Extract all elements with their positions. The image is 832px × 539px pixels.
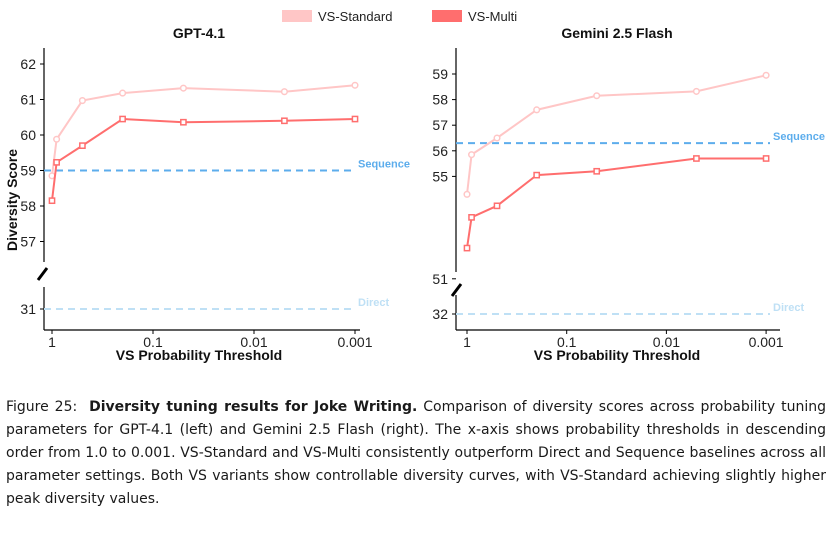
y-tick-label: 51 <box>432 271 448 287</box>
baseline-label-direct: Direct <box>773 302 805 314</box>
x-axis-label: VS Probability Threshold <box>116 347 282 363</box>
x-tick-label: 1 <box>48 334 56 350</box>
data-point-vs-multi <box>281 117 288 125</box>
data-point-vs-standard <box>493 134 501 142</box>
caption-bold: Diversity tuning results for Joke Writin… <box>89 399 418 415</box>
data-point-vs-multi <box>493 202 501 210</box>
y-tick-label: 59 <box>20 163 36 179</box>
data-point-vs-multi <box>593 167 601 175</box>
legend-multi-swatch <box>432 10 462 22</box>
baseline-label-sequence: Sequence <box>358 159 410 171</box>
y-tick-label: 32 <box>432 306 448 322</box>
caption-text: Comparison of diversity scores across pr… <box>6 399 826 507</box>
data-point-vs-standard <box>179 84 187 92</box>
data-point-vs-multi <box>533 171 541 179</box>
x-tick-label: 1 <box>463 334 471 350</box>
data-point-vs-multi <box>119 115 126 123</box>
y-axis-break <box>450 283 463 297</box>
series-line-vs-multi <box>51 118 356 201</box>
x-axis-label: VS Probability Threshold <box>534 347 700 363</box>
figure: VS-Standard VS-Multi GPT-4.1 Diversity S… <box>4 9 825 363</box>
legend-multi-label: VS-Multi <box>468 9 517 24</box>
data-point-vs-multi <box>53 158 60 166</box>
chart-title: GPT-4.1 <box>173 25 225 41</box>
y-tick-label: 31 <box>20 301 36 317</box>
baseline-label-direct: Direct <box>358 297 390 309</box>
y-tick-label: 61 <box>20 92 36 108</box>
y-axis-label: Diversity Score <box>4 149 20 251</box>
data-point-vs-standard <box>78 97 86 105</box>
y-tick-label: 62 <box>20 56 36 72</box>
data-point-vs-standard <box>468 151 476 159</box>
y-tick-label: 59 <box>432 66 448 82</box>
data-point-vs-standard <box>463 190 471 198</box>
chart-title: Gemini 2.5 Flash <box>561 25 672 41</box>
y-tick-label: 55 <box>432 168 448 184</box>
data-point-vs-multi <box>180 118 187 126</box>
x-tick-label: 0.01 <box>653 334 680 350</box>
x-tick-label: 0.001 <box>749 334 784 350</box>
data-point-vs-standard <box>351 81 359 89</box>
legend: VS-Standard VS-Multi <box>282 9 517 24</box>
baseline-label-sequence: Sequence <box>773 131 825 143</box>
data-point-vs-multi <box>693 155 700 162</box>
y-tick-label: 58 <box>20 198 36 214</box>
chart-gemini-flash: Gemini 2.5 Flash VS Probability Threshol… <box>432 25 825 363</box>
x-tick-label: 0.01 <box>240 334 267 350</box>
data-point-vs-standard <box>762 71 770 79</box>
data-point-vs-standard <box>119 89 127 97</box>
x-tick-label: 0.1 <box>557 334 577 350</box>
legend-standard-label: VS-Standard <box>318 9 392 24</box>
data-point-vs-multi <box>762 155 770 162</box>
x-tick-label: 0.001 <box>337 334 372 350</box>
data-point-vs-standard <box>53 135 61 143</box>
y-tick-label: 57 <box>432 117 448 133</box>
series-line-vs-standard <box>51 84 356 176</box>
chart-gpt41: GPT-4.1 Diversity Score VS Probability T… <box>4 25 410 363</box>
data-point-vs-multi <box>468 214 475 221</box>
legend-standard-swatch <box>282 10 312 22</box>
x-tick-label: 0.1 <box>143 334 163 350</box>
series-line-vs-standard <box>466 74 767 195</box>
y-axis-break <box>36 267 49 281</box>
data-point-vs-standard <box>533 106 541 114</box>
y-tick-label: 58 <box>432 92 448 108</box>
y-tick-label: 60 <box>20 127 36 143</box>
data-point-vs-multi <box>48 197 56 205</box>
data-point-vs-multi <box>79 142 86 150</box>
data-point-vs-standard <box>280 88 288 96</box>
data-point-vs-multi <box>463 244 471 252</box>
data-point-vs-standard <box>593 92 601 100</box>
data-point-vs-multi <box>351 115 359 123</box>
data-point-vs-standard <box>692 87 700 95</box>
y-tick-label: 56 <box>432 143 448 159</box>
caption-label: Figure 25: <box>6 399 78 415</box>
figure-caption: Figure 25: Diversity tuning results for … <box>6 396 826 511</box>
y-tick-label: 57 <box>20 234 36 250</box>
series-line-vs-multi <box>466 157 767 249</box>
